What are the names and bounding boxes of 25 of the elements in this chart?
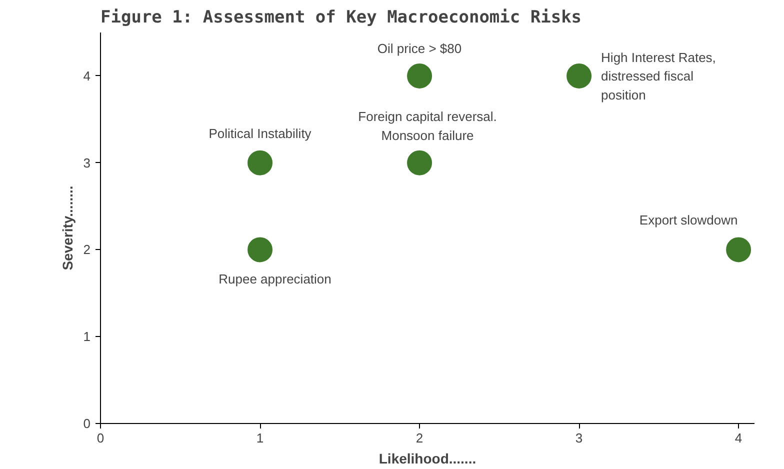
annotation: Political Instability bbox=[208, 126, 312, 141]
y-tick-label: 3 bbox=[83, 155, 91, 170]
point bbox=[726, 237, 752, 262]
x-tick-label: 4 bbox=[734, 430, 742, 446]
chart-title: Figure 1: Assessment of Key Macroeconomic Risks bbox=[100, 8, 582, 28]
x-tick-label: 1 bbox=[256, 430, 264, 446]
point bbox=[566, 63, 592, 88]
annotation: Foreign capital reversal. Monsoon failure bbox=[358, 109, 497, 143]
x-tick-label: 2 bbox=[416, 430, 424, 446]
annotation: Rupee appreciation bbox=[218, 272, 332, 287]
y-tick-label: 0 bbox=[83, 416, 91, 431]
annotation: Oil price > $80 bbox=[377, 40, 462, 56]
annotation: High Interest Rates, distressed fiscal position bbox=[601, 50, 716, 102]
point bbox=[407, 150, 432, 176]
x-tick-label: 0 bbox=[96, 430, 104, 446]
y-axis-title: Severity........ bbox=[59, 186, 76, 270]
point bbox=[248, 150, 273, 176]
y-tick-label: 2 bbox=[83, 242, 91, 258]
y-tick-label: 4 bbox=[83, 68, 91, 84]
x-axis-title: Likelihood....... bbox=[378, 450, 476, 466]
point bbox=[407, 63, 432, 88]
y-tick-label: 1 bbox=[83, 329, 91, 344]
x-tick-label: 3 bbox=[575, 430, 583, 446]
point bbox=[248, 237, 273, 262]
annotation: Export slowdown bbox=[639, 212, 738, 228]
